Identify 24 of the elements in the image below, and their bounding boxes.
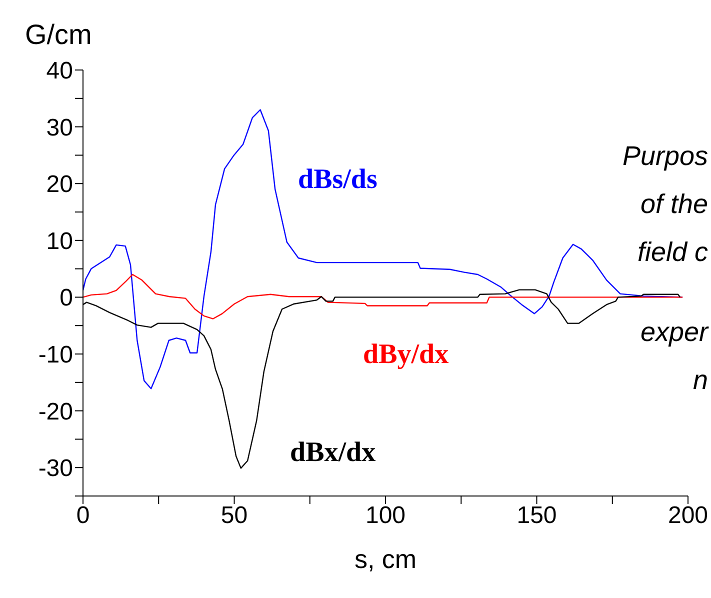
y-tick-label: 0 — [60, 284, 73, 312]
annotation: field c — [637, 237, 708, 267]
text: n — [692, 365, 708, 395]
series-label: dBy/dx — [363, 339, 449, 370]
y-tick-label: 20 — [46, 171, 73, 198]
annotation: exper — [640, 317, 709, 347]
series-label: dBx/dx — [290, 437, 376, 468]
x-tick-label: 100 — [365, 502, 406, 530]
y-tick-label: -30 — [38, 455, 73, 482]
x-tick-label: 200 — [668, 502, 708, 530]
y-tick-label: -10 — [38, 342, 73, 369]
annotation: of the — [640, 189, 708, 219]
x-tick-label: 50 — [220, 502, 248, 530]
y-tick-label: 10 — [46, 228, 73, 255]
line-series — [83, 274, 684, 320]
x-tick-label: 0 — [76, 502, 90, 530]
y-tick-label: 30 — [46, 114, 73, 142]
y-tick-label: 40 — [46, 58, 73, 85]
annotation: Purpos — [622, 141, 708, 171]
y-tick-label: -20 — [38, 398, 73, 426]
x-tick-label: 150 — [516, 502, 557, 530]
y-axis-title: G/cm — [25, 19, 92, 50]
series-label: dBs/ds — [298, 164, 378, 195]
x-axis-title: s, cm — [354, 544, 417, 574]
